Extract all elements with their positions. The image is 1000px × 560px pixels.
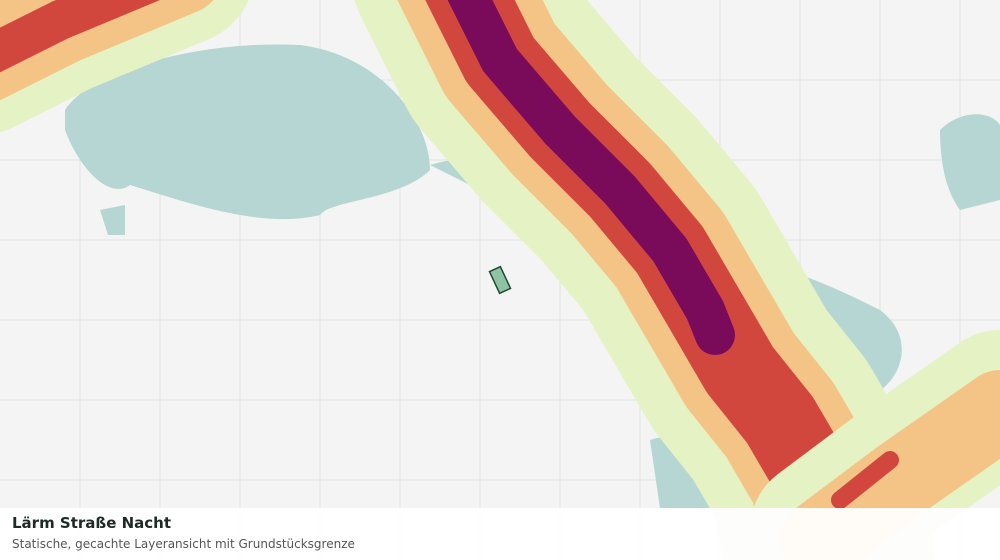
title: Lärm Straße Nacht [12,514,172,532]
subtitle: Statische, gecachte Layeransicht mit Gru… [12,537,355,551]
parcel [488,265,512,295]
caption: Lärm Straße Nacht Statische, gecachte La… [0,508,1000,560]
